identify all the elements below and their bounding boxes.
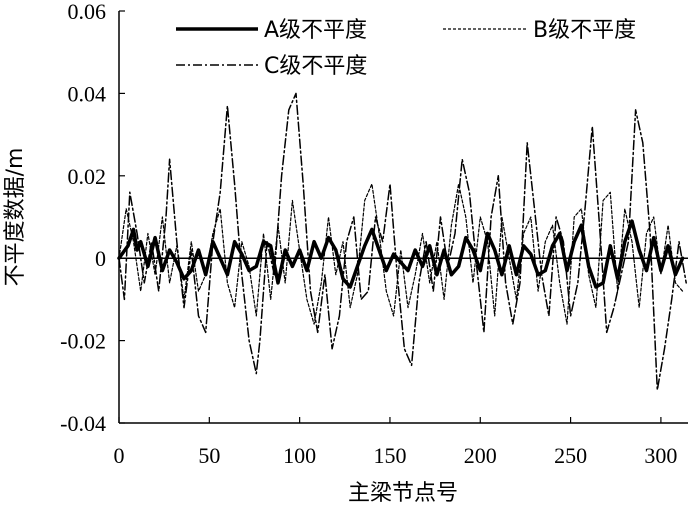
legend-label-b: B级不平度: [533, 18, 636, 43]
axes-layer: [118, 11, 688, 424]
y-tick-label: 0: [95, 246, 106, 271]
legend: A级不平度 B级不平度 C级不平度: [176, 18, 636, 79]
series-line-b: [118, 183, 684, 325]
y-tick-label: 0.04: [68, 81, 107, 106]
x-tick-label: 250: [554, 443, 587, 468]
legend-label-a: A级不平度: [264, 18, 367, 43]
x-tick-label: 150: [373, 443, 406, 468]
x-tick-label: 0: [114, 443, 125, 468]
legend-label-c: C级不平度: [264, 54, 367, 79]
series-line-c: [118, 92, 687, 391]
tick-layer: 0 50 100 150 200 250 300 -0.04 -0.02 0 0.02 0.04 0.0…: [60, 0, 677, 468]
y-tick-label: -0.04: [60, 411, 106, 436]
y-tick-label: 0.02: [68, 164, 107, 189]
y-axis-title: 不平度数据/m: [3, 148, 28, 287]
x-axis-title: 主梁节点号: [348, 481, 458, 506]
x-tick-label: 50: [198, 443, 220, 468]
series-layer: [117, 92, 687, 391]
x-tick-label: 100: [283, 443, 316, 468]
y-tick-label: 0.06: [68, 0, 107, 24]
x-tick-label: 200: [464, 443, 497, 468]
x-tick-label: 300: [644, 443, 677, 468]
y-tick-label: -0.02: [60, 329, 106, 354]
